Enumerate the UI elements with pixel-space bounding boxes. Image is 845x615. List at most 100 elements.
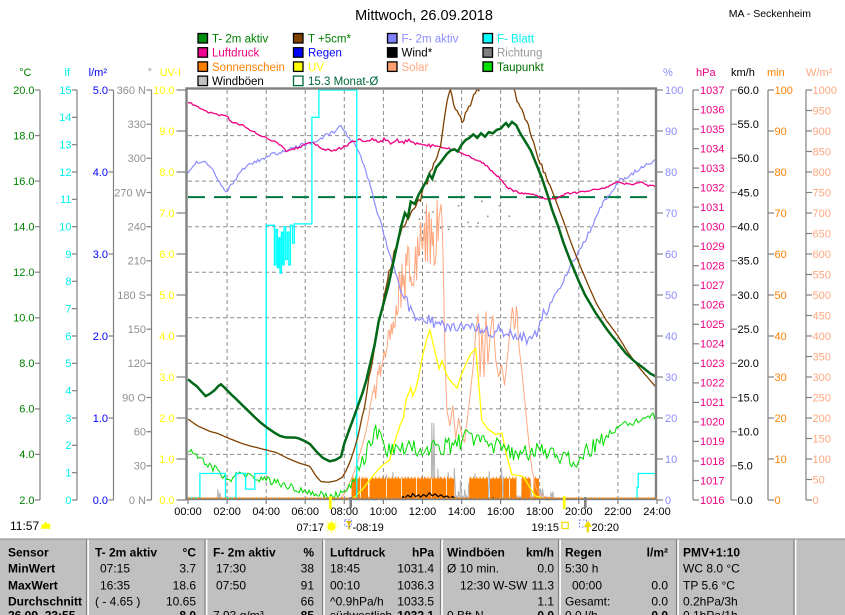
svg-text:9.0: 9.0: [159, 126, 174, 138]
svg-text:1031: 1031: [700, 202, 724, 214]
svg-text:1035: 1035: [700, 124, 724, 136]
svg-text:1017: 1017: [700, 475, 724, 487]
svg-text:20.0: 20.0: [738, 358, 759, 370]
svg-text:14.0: 14.0: [13, 222, 34, 234]
svg-text:0.0: 0.0: [537, 562, 554, 576]
svg-text:150: 150: [813, 433, 831, 445]
svg-text:0 Bft N: 0 Bft N: [447, 609, 484, 615]
svg-text:850: 850: [813, 146, 831, 158]
svg-text:Windböen: Windböen: [212, 76, 264, 88]
svg-text:50: 50: [775, 290, 787, 302]
svg-text:MinWert: MinWert: [8, 562, 55, 576]
svg-text:13: 13: [59, 140, 71, 152]
svg-text:30: 30: [665, 372, 677, 384]
svg-text:15: 15: [59, 85, 71, 97]
svg-text:12:00: 12:00: [409, 506, 437, 518]
svg-text:UV-I: UV-I: [160, 67, 181, 79]
svg-text:02:00: 02:00: [213, 506, 241, 518]
svg-text:0.0: 0.0: [93, 495, 108, 507]
svg-text:700: 700: [813, 208, 831, 220]
svg-text:1032: 1032: [700, 182, 724, 194]
svg-text:UV: UV: [308, 62, 324, 74]
svg-text:1030: 1030: [700, 222, 724, 234]
svg-text:07:17: 07:17: [296, 522, 324, 534]
svg-text:W/m²: W/m²: [806, 67, 833, 79]
svg-text:90 O: 90 O: [122, 392, 146, 404]
svg-text:0 N: 0 N: [129, 495, 146, 507]
svg-text:20: 20: [665, 413, 677, 425]
svg-text:180 S: 180 S: [117, 290, 146, 302]
svg-text:240: 240: [128, 222, 146, 234]
svg-text:200: 200: [813, 413, 831, 425]
svg-text:300: 300: [128, 153, 146, 165]
svg-text:10.65: 10.65: [166, 595, 196, 609]
svg-text:Durchschnitt: Durchschnitt: [8, 595, 82, 609]
svg-text:1036.3: 1036.3: [397, 579, 434, 593]
svg-text:600: 600: [813, 249, 831, 261]
svg-text:7.0: 7.0: [159, 208, 174, 220]
svg-text:450: 450: [813, 310, 831, 322]
svg-text:350: 350: [813, 351, 831, 363]
svg-text:20.0: 20.0: [13, 85, 34, 97]
svg-text:WC 8.0 °C: WC 8.0 °C: [683, 562, 740, 576]
svg-text:90: 90: [665, 126, 677, 138]
svg-text:Mittwoch, 26.09.2018: Mittwoch, 26.09.2018: [355, 8, 493, 24]
svg-text:km/h: km/h: [526, 546, 554, 560]
svg-text:50: 50: [813, 474, 825, 486]
svg-text:Regen: Regen: [308, 48, 342, 60]
svg-text:210: 210: [128, 256, 146, 268]
svg-text:1.0: 1.0: [159, 454, 174, 466]
svg-text:55.0: 55.0: [738, 119, 759, 131]
svg-text:26.09, 23:55: 26.09, 23:55: [8, 609, 76, 615]
svg-text:Solar: Solar: [402, 62, 429, 74]
svg-text:Luftdruck: Luftdruck: [212, 48, 260, 60]
svg-text:1021: 1021: [700, 397, 724, 409]
svg-text:1018: 1018: [700, 456, 724, 468]
svg-text:50.0: 50.0: [738, 153, 759, 165]
svg-text:lf: lf: [65, 67, 71, 79]
svg-text:10: 10: [59, 222, 71, 234]
svg-text:360 N: 360 N: [117, 85, 146, 97]
svg-text:Wind*: Wind*: [402, 48, 433, 60]
svg-text:1026: 1026: [700, 300, 724, 312]
svg-text:0.0: 0.0: [651, 579, 668, 593]
svg-text:Regen: Regen: [565, 546, 602, 560]
svg-text:60.0: 60.0: [738, 85, 759, 97]
svg-text:Gesamt:: Gesamt:: [565, 595, 610, 609]
svg-text:100: 100: [775, 85, 793, 97]
svg-text:Richtung: Richtung: [497, 48, 542, 60]
svg-text:1032.1: 1032.1: [397, 609, 434, 615]
svg-text:1.0: 1.0: [93, 413, 108, 425]
svg-text:18.6: 18.6: [173, 579, 197, 593]
svg-text:35.0: 35.0: [738, 256, 759, 268]
svg-text:500: 500: [813, 290, 831, 302]
svg-text:min: min: [767, 67, 785, 79]
svg-text:85: 85: [301, 609, 315, 615]
svg-text:07:15: 07:15: [100, 562, 130, 576]
svg-text:11: 11: [60, 194, 71, 206]
svg-text:06:00: 06:00: [291, 506, 319, 518]
svg-text:120: 120: [128, 358, 146, 370]
svg-text:1: 1: [65, 468, 71, 480]
svg-text:24:00: 24:00: [643, 506, 671, 518]
svg-text:800: 800: [813, 167, 831, 179]
svg-text:12.0: 12.0: [13, 267, 34, 279]
svg-text:T- 2m aktiv: T- 2m aktiv: [95, 546, 157, 560]
svg-text:Ø 10 min.: Ø 10 min.: [447, 562, 499, 576]
svg-text:7: 7: [65, 304, 71, 316]
svg-text:1033: 1033: [700, 163, 724, 175]
svg-text:0.2hPa/3h: 0.2hPa/3h: [683, 595, 738, 609]
svg-text:12: 12: [59, 167, 71, 179]
svg-text:hPa: hPa: [696, 67, 716, 79]
svg-text:10:00: 10:00: [370, 506, 398, 518]
svg-text:300: 300: [813, 372, 831, 384]
svg-text:16:35: 16:35: [100, 579, 130, 593]
svg-text:5.0: 5.0: [738, 461, 753, 473]
svg-text:90: 90: [775, 126, 787, 138]
svg-text:08:00: 08:00: [331, 506, 359, 518]
svg-text:15.3 Monat-Ø: 15.3 Monat-Ø: [308, 76, 378, 88]
svg-text:1000: 1000: [813, 85, 837, 97]
svg-text:10.0: 10.0: [738, 427, 759, 439]
svg-text:6.0: 6.0: [159, 249, 174, 261]
svg-text:66: 66: [301, 595, 315, 609]
